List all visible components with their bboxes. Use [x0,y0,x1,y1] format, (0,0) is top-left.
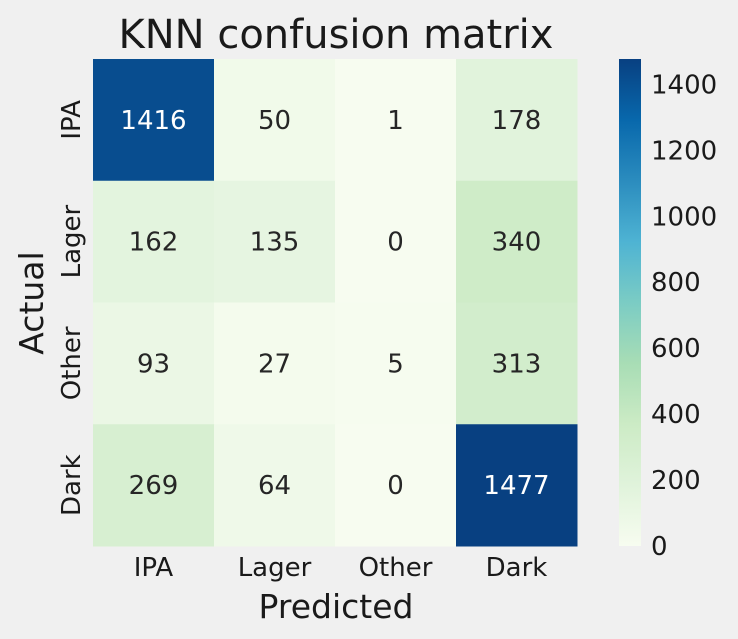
y-axis-label: Actual [12,251,51,354]
chart-title: KNN confusion matrix [119,12,554,58]
cell-value-label: 135 [250,228,300,258]
heatmap-cell [456,59,578,182]
y-tick-label: Other [57,326,87,400]
cell-value-label: 1477 [483,471,549,501]
y-tick-labels: IPA Lager Other Dark [57,100,87,516]
x-axis-label: Predicted [259,587,414,626]
colorbar-tick-label: 1200 [651,136,717,166]
heatmap-cell [335,180,457,303]
heatmap-cell [214,59,336,182]
cell-value-label: 1416 [120,106,186,136]
colorbar-tick-label: 200 [651,466,701,496]
cell-value-label: 269 [129,471,179,501]
cell-value-label: 178 [492,106,542,136]
y-tick-label: Dark [57,454,87,516]
cell-value-label: 27 [258,349,291,379]
cell-value-label: 1 [387,106,404,136]
colorbar-tick-label: 1000 [651,202,717,232]
colorbar-ticks: 0 200 400 600 800 1000 1200 1400 [651,70,717,562]
cell-value-label: 0 [387,471,404,501]
x-tick-label: Dark [486,553,548,583]
x-tick-label: Lager [238,553,312,583]
cell-value-label: 93 [137,349,170,379]
heatmap-cell [214,424,336,547]
heatmap-cell [456,302,578,425]
heatmap-cell [335,59,457,182]
x-tick-labels: IPA Lager Other Dark [134,553,548,583]
heatmap-cell [335,424,457,547]
heatmap-cell [93,424,215,547]
colorbar [619,59,641,546]
colorbar-tick-label: 400 [651,400,701,430]
x-tick-label: IPA [134,553,174,583]
heatmap-cell [335,302,457,425]
cell-value-label: 5 [387,349,404,379]
cell-value-label: 340 [492,228,542,258]
heatmap-cell [93,180,215,303]
colorbar-tick-label: 1400 [651,70,717,100]
heatmap-cell [456,180,578,303]
heatmap-cell [93,59,215,182]
y-tick-label: IPA [57,100,87,140]
cell-value-label: 313 [492,349,542,379]
heatmap-cell [214,302,336,425]
colorbar-tick-label: 800 [651,268,701,298]
colorbar-tick-label: 600 [651,334,701,364]
cell-value-label: 162 [129,228,179,258]
heatmap-cell [93,302,215,425]
heatmap-cell [214,180,336,303]
heatmap-cell [456,424,578,547]
heatmap-cell-labels: 1416 50 1 178 162 135 0 340 93 27 5 313 269 64 0 1477 [120,106,549,501]
x-tick-label: Other [359,553,433,583]
y-tick-label: Lager [57,205,87,279]
heatmap-cells [93,59,578,547]
cell-value-label: 64 [258,471,291,501]
colorbar-tick-label: 0 [651,532,668,562]
cell-value-label: 50 [258,106,291,136]
cell-value-label: 0 [387,228,404,258]
